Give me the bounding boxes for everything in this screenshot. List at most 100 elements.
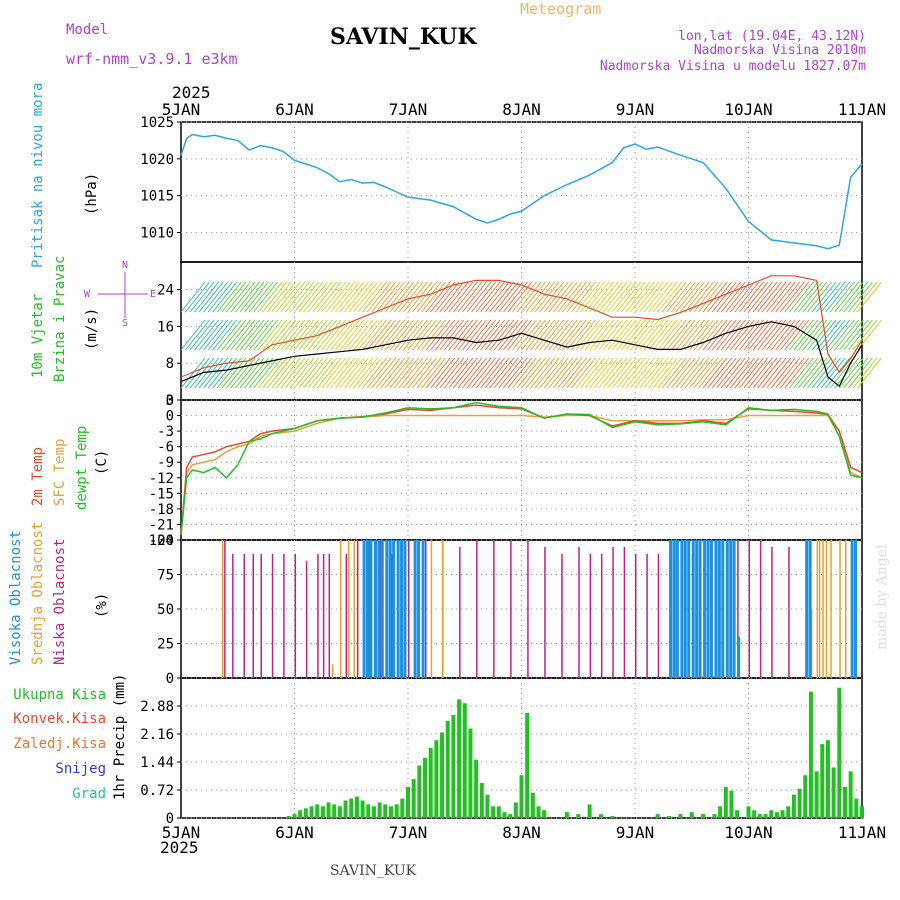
wind-barb: [661, 357, 687, 389]
wind-barb: [820, 319, 846, 351]
y-tick-label: 0: [166, 811, 174, 827]
low-cloud-bar: [368, 540, 370, 678]
wind-barb: [275, 281, 301, 313]
wind-barb: [512, 357, 537, 389]
wind-barb: [498, 357, 524, 389]
wind-barb: [316, 319, 342, 351]
wind-ylabel: (m/s): [84, 308, 100, 350]
wind-barb: [398, 281, 424, 313]
wind-barb: [716, 281, 742, 313]
wind-barb: [289, 357, 315, 389]
wind-barb: [384, 281, 410, 313]
wind-barb: [339, 357, 365, 389]
wind-barb: [838, 357, 864, 389]
svg-text:S: S: [122, 318, 128, 329]
wind-barb: [271, 281, 297, 313]
wind-barb: [507, 281, 533, 313]
wind-barb: [357, 281, 383, 313]
low-cloud-bar: [527, 540, 529, 678]
wind-barb: [657, 319, 683, 351]
wind-barb: [752, 319, 778, 351]
wind-barb: [625, 281, 651, 313]
wind-barb: [275, 319, 301, 351]
low-cloud-bar: [600, 553, 603, 678]
wind-barb: [307, 281, 333, 313]
wind-barb: [221, 357, 247, 389]
y-tick-label: 1015: [140, 189, 174, 205]
x-label-bottom: 9JAN: [616, 823, 655, 842]
high-cloud-bar: [808, 540, 812, 678]
wind-barb: [362, 357, 387, 389]
wind-barb: [480, 357, 506, 389]
wind-barb: [303, 319, 328, 351]
wind-barb: [552, 357, 578, 389]
wind-barb: [375, 357, 401, 389]
precip-bar: [468, 728, 473, 818]
mid-cloud-bar: [353, 540, 356, 678]
y-tick-label: -21: [149, 517, 174, 533]
wind-barb: [680, 357, 705, 389]
low-cloud-bar: [578, 546, 580, 678]
wind-barb: [493, 319, 519, 351]
wind-barb: [185, 319, 210, 351]
wind-barb: [725, 357, 751, 389]
wind-barb: [221, 319, 247, 351]
high-cloud-bar: [362, 540, 366, 678]
wind-barb: [412, 281, 437, 313]
wind-barb: [398, 357, 424, 389]
precip-bar: [598, 814, 603, 818]
precip-bar: [667, 816, 672, 818]
wind-barb: [325, 281, 351, 313]
wind-barb: [752, 281, 778, 313]
wind-barb: [516, 357, 542, 389]
wind-barb: [543, 319, 569, 351]
wind-barb: [230, 281, 256, 313]
high-cloud-bar: [392, 540, 396, 678]
wind-barb: [788, 357, 814, 389]
wind-barb: [811, 319, 837, 351]
wind-barb: [707, 319, 733, 351]
low-cloud-bar: [788, 546, 790, 678]
wind-barb: [720, 319, 746, 351]
high-cloud-bar: [413, 540, 417, 678]
wind-barb: [389, 319, 415, 351]
x-label-top: 8JAN: [502, 100, 541, 119]
wind-barb: [266, 281, 292, 313]
precip-bar: [411, 779, 416, 818]
precip-bar: [508, 814, 513, 818]
precip-bar: [655, 814, 660, 818]
low-cloud-bar: [271, 553, 274, 678]
wind-barb: [416, 319, 442, 351]
wind-barb: [203, 319, 229, 351]
precip-bar: [848, 771, 853, 818]
wind-barb: [834, 281, 860, 313]
wind-barb: [711, 281, 737, 313]
wind-barb: [643, 319, 669, 351]
wind-barb: [480, 319, 506, 351]
precip-bar: [774, 812, 779, 818]
high-cloud-bar: [388, 540, 392, 678]
wind-barb: [652, 357, 678, 389]
wind-barb: [375, 319, 401, 351]
wind-barb: [375, 281, 401, 313]
high-cloud-bar: [703, 540, 707, 678]
precip-bar: [723, 786, 728, 818]
wind-barb: [620, 281, 646, 313]
precip-bar: [757, 814, 762, 818]
wind-barb: [439, 319, 465, 351]
wind-barb: [657, 281, 683, 313]
elevation-label: Nadmorska Visina 2010m: [694, 43, 866, 58]
precip-bar: [349, 798, 354, 818]
precip-bar: [406, 786, 410, 818]
low-cloud-bar: [243, 553, 245, 678]
wind-barb: [561, 281, 587, 313]
wind-barb: [788, 281, 814, 313]
wind-barb: [680, 281, 705, 313]
wind-barb: [348, 281, 374, 313]
y-tick-label: 0: [166, 409, 174, 425]
wind-barb: [630, 319, 655, 351]
wind-barb: [366, 281, 392, 313]
wind-barb: [670, 357, 696, 389]
cloud-title-2: Srednja Oblacnost: [30, 522, 46, 665]
wind-barb: [443, 319, 469, 351]
